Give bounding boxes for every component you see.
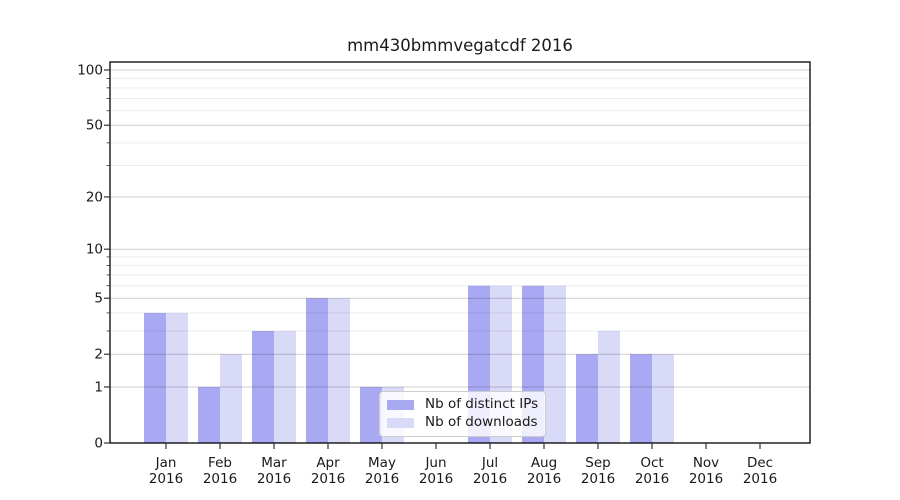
y-tick-label: 100 [77, 63, 103, 79]
legend-row-downloads: Nb of downloads [387, 414, 538, 431]
bar-aug-downloads [544, 285, 566, 443]
x-tick-label-year: 2016 [149, 471, 183, 487]
bar-mar-distinct-ips [252, 330, 274, 443]
bar-sep-distinct-ips [576, 354, 598, 443]
y-tick-label: 0 [94, 436, 103, 452]
y-tick-label: 10 [86, 242, 103, 258]
y-tick-label: 1 [94, 379, 103, 395]
x-tick-label-month: Jun [424, 455, 446, 471]
grid-layer [110, 69, 810, 444]
x-tick-label-month: Jan [155, 455, 177, 471]
x-tick-label-year: 2016 [203, 471, 237, 487]
bar-feb-downloads [220, 354, 242, 443]
bar-jan-downloads [166, 312, 188, 443]
y-tick-label: 20 [86, 189, 103, 205]
bar-oct-distinct-ips [630, 354, 652, 443]
bar-apr-distinct-ips [306, 298, 328, 443]
distinct-ips-swatch-icon [387, 400, 414, 410]
legend-label-distinct-ips: Nb of distinct IPs [425, 396, 539, 413]
x-tick-label-year: 2016 [581, 471, 615, 487]
y-tick-label: 50 [86, 118, 103, 134]
x-tick-label-month: Sep [585, 455, 610, 471]
x-tick-label-month: May [368, 455, 396, 471]
axes-layer [104, 61, 811, 449]
chart-title: mm430bmmvegatcdf 2016 [347, 36, 573, 55]
x-tick-label-month: Nov [693, 455, 719, 471]
bar-feb-distinct-ips [198, 386, 220, 443]
labels-layer: 0125102050100Jan2016Feb2016Mar2016Apr201… [77, 63, 777, 488]
bar-apr-downloads [328, 298, 350, 443]
bar-jan-distinct-ips [144, 312, 166, 443]
x-tick-label-month: Feb [208, 455, 232, 471]
x-tick-label-month: Aug [531, 455, 557, 471]
legend-row-distinct-ips: Nb of distinct IPs [387, 396, 539, 413]
bar-may-distinct-ips [360, 386, 382, 443]
legend: Nb of distinct IPs Nb of downloads [379, 391, 546, 437]
x-tick-label-year: 2016 [473, 471, 507, 487]
x-tick-label-month: Dec [747, 455, 773, 471]
bar-oct-downloads [652, 354, 674, 443]
bar-mar-downloads [274, 330, 296, 443]
x-tick-label-year: 2016 [527, 471, 561, 487]
x-tick-label-year: 2016 [689, 471, 723, 487]
legend-label-downloads: Nb of downloads [425, 414, 538, 431]
x-tick-label-year: 2016 [311, 471, 345, 487]
x-tick-label-year: 2016 [365, 471, 399, 487]
x-tick-label-month: Apr [316, 455, 340, 471]
x-tick-label-year: 2016 [419, 471, 453, 487]
plot-border [109, 61, 811, 444]
x-tick-label-month: Oct [640, 455, 663, 471]
x-tick-label-year: 2016 [635, 471, 669, 487]
bar-sep-downloads [598, 330, 620, 443]
x-tick-label-year: 2016 [743, 471, 777, 487]
downloads-swatch-icon [387, 418, 414, 428]
x-tick-label-month: Jul [481, 455, 498, 471]
bars-layer [144, 285, 674, 443]
y-tick-label: 5 [94, 291, 103, 307]
y-tick-label: 2 [94, 347, 103, 363]
x-tick-label-year: 2016 [257, 471, 291, 487]
x-tick-label-month: Mar [261, 455, 287, 471]
